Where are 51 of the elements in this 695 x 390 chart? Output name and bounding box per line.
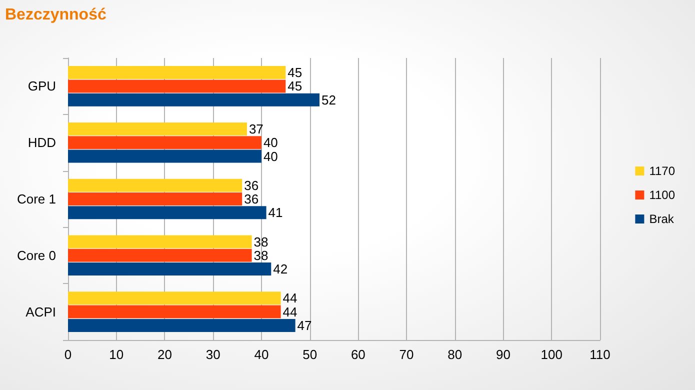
data-label: 40 (263, 148, 278, 164)
data-label: 38 (254, 248, 268, 263)
data-label: 38 (254, 234, 268, 250)
y-tick-label: ACPI (26, 304, 56, 320)
data-label: 44 (282, 290, 298, 306)
data-label: 52 (321, 92, 336, 108)
data-label: 36 (244, 192, 259, 206)
x-tick-label: 100 (540, 347, 562, 362)
bar (68, 292, 281, 305)
legend-label: 1100 (649, 188, 676, 202)
x-tick-label: 110 (590, 347, 610, 362)
y-tick-label: HDD (28, 135, 56, 150)
x-tick-label: 0 (64, 347, 72, 362)
bar (68, 318, 296, 332)
data-label: 41 (268, 205, 283, 220)
bar (68, 136, 262, 150)
bar (68, 192, 242, 206)
x-tick-label: 10 (109, 347, 124, 362)
data-label: 36 (244, 178, 259, 193)
x-tick-label: 20 (157, 347, 172, 362)
bar (68, 122, 247, 136)
bar (68, 80, 286, 93)
x-tick-label: 90 (496, 347, 511, 362)
y-tick-label: GPU (28, 78, 56, 94)
bar (68, 248, 252, 262)
bar (68, 235, 252, 248)
x-tick-label: 50 (302, 347, 318, 362)
legend-label: Brak (649, 212, 675, 226)
data-label: 42 (273, 262, 288, 277)
bar (68, 305, 281, 318)
bar (68, 66, 286, 80)
x-tick-label: 70 (399, 347, 414, 362)
data-label: 44 (282, 304, 298, 320)
bar (68, 93, 320, 106)
data-label: 45 (288, 65, 302, 80)
bar (68, 178, 242, 192)
data-label: 40 (263, 135, 278, 150)
x-tick-label: 30 (206, 347, 220, 362)
x-tick-label: 40 (254, 347, 269, 362)
bar (68, 206, 266, 220)
legend-label: 1170 (649, 164, 676, 178)
bar (68, 150, 262, 163)
data-label: 45 (288, 78, 302, 94)
bar (68, 262, 272, 276)
x-tick-label: 80 (448, 347, 462, 362)
y-tick-label: Core 0 (16, 248, 56, 263)
y-tick-label: Core 1 (16, 192, 56, 206)
chart-title: Bezczynność (5, 6, 106, 24)
data-label: 37 (248, 121, 264, 136)
x-tick-label: 60 (350, 347, 366, 362)
data-label: 47 (297, 318, 312, 333)
